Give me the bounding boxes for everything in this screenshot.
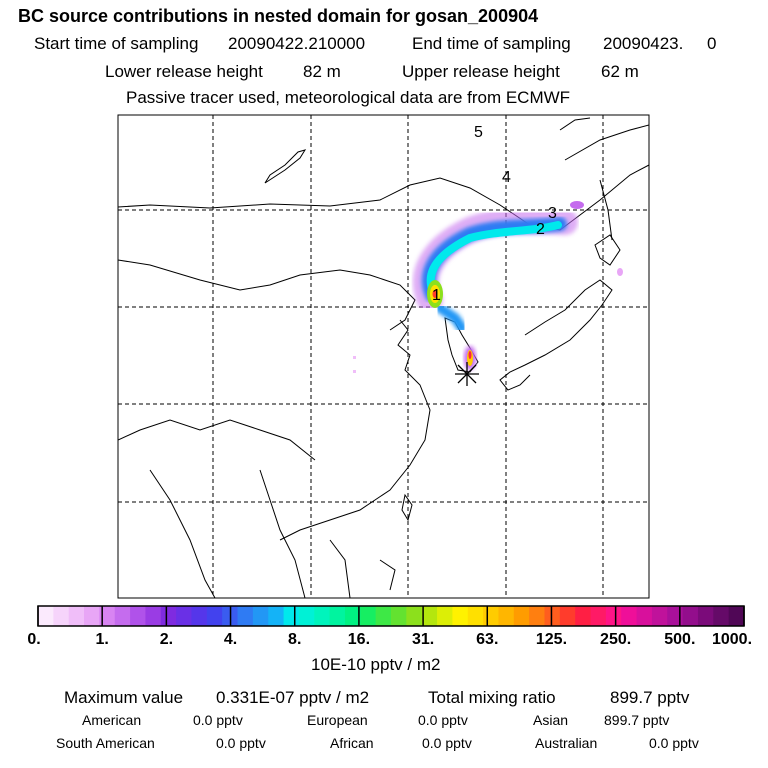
european-label: European <box>307 712 368 728</box>
max-value: 0.331E-07 pptv / m2 <box>216 688 370 707</box>
colorbar-tick-label: 1. <box>95 631 109 648</box>
start-time-label: Start time of sampling <box>34 34 199 53</box>
colorbar-tick-label: 16. <box>347 631 371 648</box>
total-mixing-value: 899.7 pptv <box>610 688 690 707</box>
colorbar-cell <box>344 606 361 626</box>
african-value: 0.0 pptv <box>422 735 472 751</box>
colorbar-cell <box>651 606 668 626</box>
colorbar-cell <box>605 606 622 626</box>
colorbar-tick-label: 250. <box>600 631 632 648</box>
colorbar-cell <box>667 606 684 626</box>
colorbar-cell <box>252 606 269 626</box>
end-time-label: End time of sampling <box>412 34 571 53</box>
total-mixing-label: Total mixing ratio <box>428 688 556 707</box>
colorbar-cell <box>237 606 254 626</box>
colorbar-tick-label: 500. <box>664 631 696 648</box>
figure-title: BC source contributions in nested domain… <box>18 6 539 26</box>
asian-label: Asian <box>533 712 569 728</box>
australian-label: Australian <box>535 735 598 751</box>
upper-release-value: 62 m <box>601 62 639 81</box>
colorbar-tick-label: 2. <box>159 631 174 648</box>
south-american-label: South American <box>56 735 155 751</box>
colorbar-cell <box>513 606 530 626</box>
colorbar-cell <box>713 606 730 626</box>
colorbar-cell <box>191 606 208 626</box>
colorbar-cell <box>160 606 177 626</box>
colorbar-cell <box>360 606 377 626</box>
lower-release-value: 82 m <box>303 62 341 81</box>
colorbar-cell <box>575 606 592 626</box>
colorbar-cell <box>421 606 438 626</box>
colorbar-tick-label: 4. <box>223 631 238 648</box>
trajectory-label-2: 2 <box>536 221 545 238</box>
start-time-value: 20090422.210000 <box>228 34 366 53</box>
colorbar-tick-label: 125. <box>535 631 568 648</box>
trajectory-label-3: 3 <box>548 205 557 222</box>
colorbar-cell <box>268 606 285 626</box>
colorbar-cell <box>145 606 162 626</box>
colorbar-tick-label: 31. <box>411 631 435 648</box>
colorbar-cell <box>529 606 546 626</box>
colorbar-cell <box>298 606 315 626</box>
colorbar-units: 10E-10 pptv / m2 <box>311 655 441 674</box>
colorbar-cell <box>728 606 745 626</box>
colorbar-cell <box>53 606 70 626</box>
colorbar-cell <box>114 606 131 626</box>
colorbar-cell <box>498 606 515 626</box>
end-time-value: 20090423. 0 <box>603 34 717 53</box>
colorbar-cell <box>437 606 453 626</box>
colorbar-tick-label: 8. <box>288 631 302 648</box>
colorbar-cell <box>406 606 423 626</box>
colorbar-cell <box>68 606 85 626</box>
colorbar-cell <box>467 606 484 626</box>
trajectory-label-5: 5 <box>474 124 483 141</box>
african-label: African <box>330 735 374 751</box>
colorbar-cell <box>206 606 223 626</box>
american-value: 0.0 pptv <box>193 712 243 728</box>
colorbar-cell <box>130 606 147 626</box>
receptor-star-icon <box>455 362 479 386</box>
colorbar-cell <box>590 606 607 626</box>
colorbar-cell <box>697 606 714 626</box>
colorbar-cell <box>99 606 116 626</box>
colorbar-cell <box>559 606 576 626</box>
colorbar-cell <box>636 606 653 626</box>
colorbar-cell <box>452 606 469 626</box>
colorbar-cell <box>391 606 407 626</box>
upper-release-label: Upper release height <box>402 62 560 81</box>
european-value: 0.0 pptv <box>418 712 468 728</box>
max-value-label: Maximum value <box>64 688 184 707</box>
colorbar-tick-label: 0. <box>27 631 41 648</box>
colorbar-cell <box>544 606 561 626</box>
tracer-note: Passive tracer used, meteorological data… <box>126 88 571 107</box>
bc-plume <box>353 201 623 373</box>
colorbar-tick-label: 1000. <box>711 631 753 648</box>
colorbar-cell <box>176 606 193 626</box>
colorbar-cell <box>38 606 54 626</box>
colorbar-cell <box>375 606 392 626</box>
lower-release-label: Lower release height <box>105 62 263 81</box>
australian-value: 0.0 pptv <box>649 735 699 751</box>
trajectory-label-4: 4 <box>502 169 511 186</box>
south-american-value: 0.0 pptv <box>216 735 266 751</box>
colorbar-cell <box>84 606 100 626</box>
map-frame <box>117 114 650 599</box>
colorbar-cell <box>682 606 699 626</box>
colorbar-cell <box>329 606 346 626</box>
colorbar-cell <box>314 606 331 626</box>
colorbar-cell <box>483 606 500 626</box>
american-label: American <box>82 712 142 728</box>
asian-value: 899.7 pptv <box>604 712 670 728</box>
trajectory-label-1: 1 <box>432 287 441 304</box>
colorbar-cell <box>283 606 300 626</box>
trajectory-labels: 1 2 3 4 5 <box>432 124 557 304</box>
colorbar-cell <box>621 606 638 626</box>
colorbar-tick-label: 63. <box>476 631 499 648</box>
coastlines <box>118 117 649 598</box>
